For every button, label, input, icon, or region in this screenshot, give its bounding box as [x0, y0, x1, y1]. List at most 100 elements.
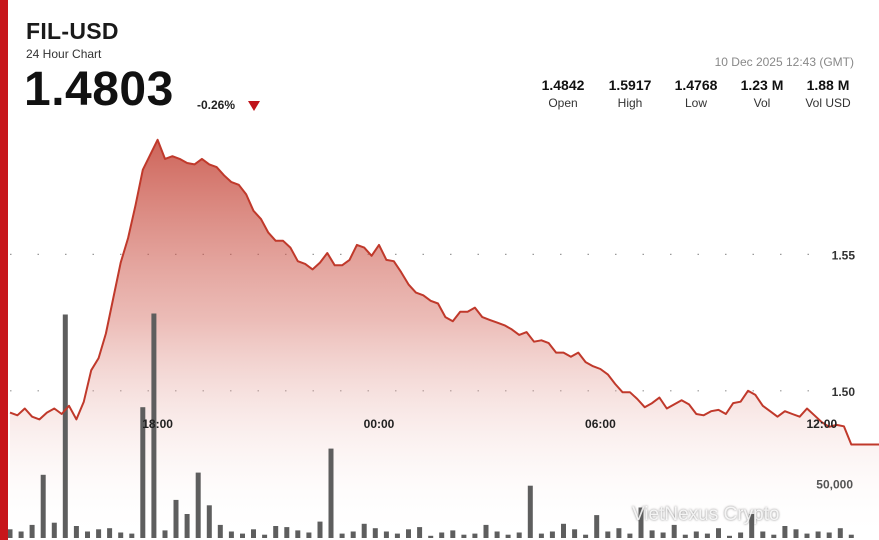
volume-bar: [561, 523, 566, 538]
stat-low-value: 1.4768: [674, 77, 718, 93]
stat-high: 1.5917 High: [595, 77, 665, 110]
watermark: VietNexus Crypto: [632, 504, 780, 525]
volume-bar: [295, 530, 301, 538]
price-area: [10, 139, 879, 540]
volume-bar: [516, 532, 522, 538]
axis-labels: 1.50 1.55 50,000 18:00 00:00 06:00 12:00: [142, 248, 855, 491]
stat-open-label: Open: [548, 96, 578, 110]
volume-bar: [328, 448, 334, 538]
volume-bar: [273, 526, 279, 538]
volume-bar: [96, 529, 102, 538]
current-price: 1.4803: [24, 63, 174, 116]
volume-bar: [815, 531, 821, 538]
price-area-layer: [10, 139, 879, 540]
volume-bar: [206, 505, 212, 538]
volume-bar: [660, 532, 666, 538]
volume-bar: [306, 532, 312, 538]
volume-bar: [184, 514, 190, 538]
volume-bar: [716, 528, 721, 538]
timestamp: 10 Dec 2025 12:43 (GMT): [714, 55, 854, 69]
volume-bar: [616, 528, 622, 538]
volume-bar: [472, 533, 478, 538]
chart-subtitle: 24 Hour Chart: [26, 47, 102, 61]
volume-bar: [394, 533, 400, 538]
price-line-layer: [9, 138, 879, 446]
volume-bar: [107, 528, 113, 538]
volume-bar: [62, 314, 68, 538]
volume-bar: [317, 521, 323, 538]
x-tick-label: 06:00: [585, 417, 616, 431]
volume-bar: [549, 531, 555, 538]
volume-bar: [240, 533, 245, 538]
volume-bar: [572, 529, 578, 538]
volume-bar: [85, 531, 90, 538]
stat-vol-usd-label: Vol USD: [805, 96, 851, 110]
volume-marker-label: 50,000: [816, 478, 853, 492]
volume-bar: [284, 527, 290, 538]
volume-bars: [7, 313, 854, 538]
volume-bar: [627, 533, 633, 538]
price-line: [9, 138, 879, 446]
x-tick-label: 00:00: [364, 417, 395, 431]
stat-open-value: 1.4842: [541, 77, 585, 93]
volume-bar: [129, 533, 135, 538]
volume-bar: [483, 524, 489, 538]
y-tick-label: 1.55: [832, 248, 856, 262]
volume-bar: [151, 313, 157, 538]
volume-bar: [439, 532, 445, 538]
volume-bar: [693, 531, 699, 538]
volume-bar: [7, 529, 13, 538]
y-tick-label: 1.50: [832, 385, 856, 399]
volume-bar: [594, 515, 600, 538]
stat-low-label: Low: [684, 96, 707, 110]
volume-bar: [173, 499, 179, 538]
volume-bar: [826, 532, 832, 538]
price-change: -0.26%: [197, 98, 236, 112]
volume-bar: [527, 485, 533, 538]
volume-bar: [804, 533, 810, 538]
stat-open: 1.4842 Open: [528, 77, 598, 110]
volume-bar: [428, 535, 434, 538]
stat-high-value: 1.5917: [608, 77, 652, 93]
volume-bar: [649, 530, 655, 538]
volume-bar: [383, 531, 389, 538]
stat-vol-value: 1.23 M: [740, 77, 784, 93]
volume-bar: [682, 534, 688, 538]
stat-low: 1.4768 Low: [661, 77, 731, 110]
volume-bar: [162, 530, 168, 538]
volume-bar: [228, 531, 234, 538]
volume-bar: [461, 534, 467, 538]
pair-title: FIL-USD: [26, 18, 119, 44]
volume-bar: [605, 531, 611, 538]
volume-bar: [251, 529, 256, 538]
stat-vol: 1.23 M Vol: [727, 77, 797, 110]
stat-vol-usd-value: 1.88 M: [806, 77, 850, 93]
volume-bar: [372, 528, 378, 538]
volume-bar: [217, 524, 223, 538]
volume-bar: [782, 526, 788, 538]
volume-bar: [417, 527, 423, 538]
volume-bar: [671, 524, 677, 538]
volume-bar: [638, 507, 644, 538]
volume-bar: [583, 534, 589, 538]
volume-bar: [727, 535, 732, 538]
volume-bar: [18, 531, 24, 538]
x-tick-label: 12:00: [806, 417, 837, 431]
volume-bar: [73, 526, 79, 538]
volume-bar: [40, 474, 46, 538]
volume-bar: [837, 528, 843, 538]
volume-bar: [760, 531, 766, 538]
volume-bar: [339, 533, 345, 538]
volume-bar: [140, 407, 146, 538]
volume-bar: [406, 529, 411, 538]
stat-vol-label: Vol: [753, 96, 771, 110]
x-tick-label: 18:00: [142, 417, 173, 431]
volume-bar: [793, 529, 799, 538]
down-arrow-icon: [248, 101, 260, 111]
volume-bar: [505, 534, 511, 538]
volume-bar: [195, 472, 201, 538]
volume-bar: [450, 530, 456, 538]
volume-bar: [538, 533, 544, 538]
